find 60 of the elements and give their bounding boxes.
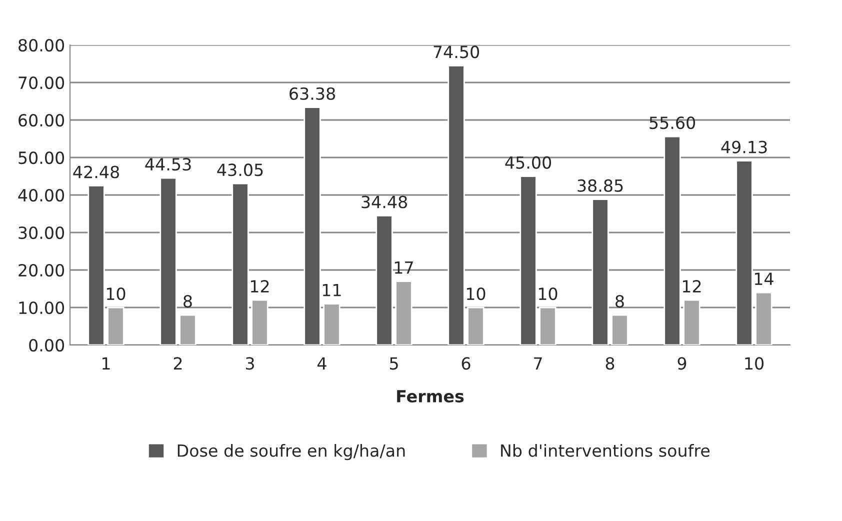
y-tick-label: 80.00 <box>18 38 64 52</box>
bar <box>592 198 609 345</box>
data-label: 8 <box>184 294 192 308</box>
x-tick-label: 4 <box>318 357 326 370</box>
bar <box>323 303 340 345</box>
x-tick-label: 3 <box>246 357 254 370</box>
y-tick-label: 30.00 <box>18 226 64 240</box>
data-label: 10 <box>106 287 126 300</box>
data-label: 12 <box>250 280 269 292</box>
bar <box>251 299 268 345</box>
data-label: 11 <box>322 284 341 296</box>
y-tick-label: 0.00 <box>29 338 64 352</box>
data-label: 8 <box>616 294 624 308</box>
data-label: 49.13 <box>721 140 767 154</box>
data-label: 38.85 <box>578 179 623 192</box>
bar <box>376 215 393 345</box>
bar <box>755 292 772 345</box>
data-label: 10 <box>538 287 558 300</box>
x-tick-label: 5 <box>390 357 398 370</box>
x-tick-label: 7 <box>534 357 542 370</box>
x-tick-label: 1 <box>102 357 110 370</box>
data-label: 12 <box>682 280 701 292</box>
data-label: 74.50 <box>434 46 480 58</box>
bar <box>232 182 249 345</box>
x-tick-label: 6 <box>462 357 470 370</box>
y-tick-label: 50.00 <box>18 151 64 164</box>
bar <box>520 176 537 345</box>
x-tick-label: 2 <box>174 357 182 370</box>
legend-label: Dose de soufre en kg/ha/an <box>178 444 405 460</box>
bar <box>611 314 628 345</box>
y-tick-label: 20.00 <box>18 264 64 277</box>
bar <box>736 160 753 345</box>
y-tick-label: 60.00 <box>18 114 64 127</box>
data-label: 34.48 <box>362 196 407 208</box>
data-label: 14 <box>754 272 774 285</box>
data-label: 42.48 <box>73 166 119 178</box>
bar <box>88 185 105 345</box>
x-tick-label: 8 <box>606 357 614 370</box>
bar <box>664 136 681 345</box>
bar <box>467 306 484 345</box>
bar <box>539 306 556 345</box>
data-label: 43.05 <box>217 164 263 176</box>
bar <box>179 314 196 345</box>
data-label: 10 <box>466 287 486 300</box>
y-tick-label: 10.00 <box>19 301 64 314</box>
data-label: 45.00 <box>505 156 552 169</box>
bar <box>160 177 177 345</box>
bar <box>448 64 465 345</box>
y-tick-label: 70.00 <box>18 76 64 90</box>
data-label: 63.38 <box>290 87 335 100</box>
bar <box>304 106 321 345</box>
x-axis-title: Fermes <box>397 390 464 403</box>
bar <box>395 280 412 345</box>
x-tick-label: 10 <box>745 357 764 370</box>
x-tick-label: 9 <box>678 357 686 370</box>
bar <box>107 306 124 345</box>
bar <box>683 299 700 345</box>
data-label: 44.53 <box>145 158 191 171</box>
y-tick-label: 40.00 <box>18 188 64 202</box>
legend-label: Nb d'interventions soufre <box>501 444 710 457</box>
